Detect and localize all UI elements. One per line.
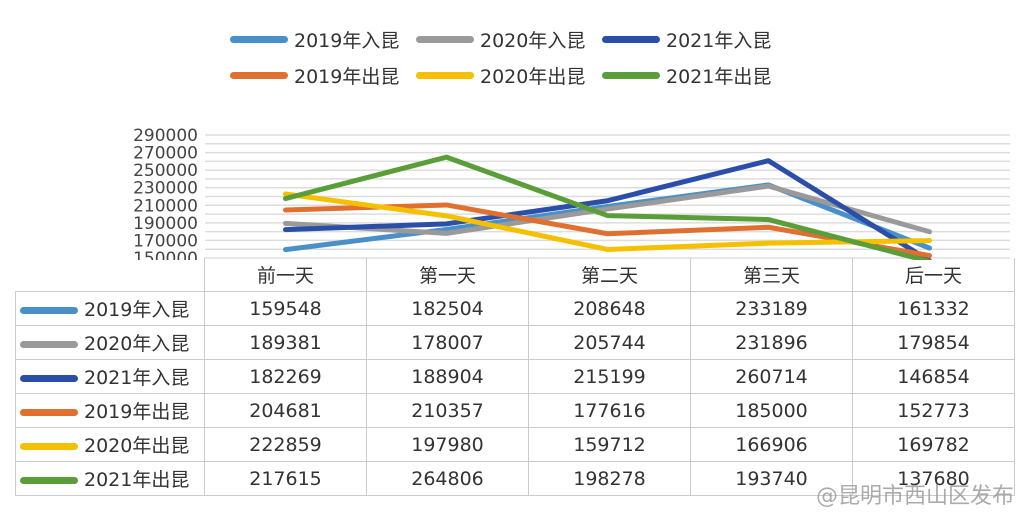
series-name: 2021年出昆 bbox=[84, 469, 190, 491]
table-row: 2021年入昆 182269 188904 215199 260714 146854 bbox=[15, 359, 1015, 394]
data-cell: 189381 bbox=[204, 325, 367, 360]
row-header: 2019年入昆 bbox=[15, 291, 205, 326]
legend-swatch bbox=[602, 35, 660, 43]
series-name: 2019年出昆 bbox=[84, 401, 190, 423]
table-row: 2020年入昆 189381 178007 205744 231896 179854 bbox=[15, 325, 1015, 360]
data-cell: 233189 bbox=[690, 291, 853, 326]
data-cell: 169782 bbox=[852, 427, 1015, 462]
data-cell: 159548 bbox=[204, 291, 367, 326]
y-tick-label: 150000 bbox=[133, 249, 198, 260]
legend-item: 2019年出昆 bbox=[230, 62, 416, 88]
legend-swatch bbox=[416, 35, 474, 43]
data-cell: 152773 bbox=[852, 393, 1015, 428]
line-chart: 2900002700002500002300002100001900001700… bbox=[133, 126, 1010, 260]
series-name: 2020年出昆 bbox=[84, 435, 190, 457]
legend-swatch bbox=[602, 71, 660, 79]
legend-swatch bbox=[20, 477, 78, 484]
x-tick-label: 前一天 bbox=[204, 258, 367, 292]
data-cell: 204681 bbox=[204, 393, 367, 428]
data-cell: 161332 bbox=[852, 291, 1015, 326]
series-line bbox=[283, 191, 932, 252]
series-name: 2019年入昆 bbox=[84, 299, 190, 321]
legend-swatch bbox=[230, 35, 288, 43]
legend-swatch bbox=[20, 307, 78, 314]
y-tick-label: 170000 bbox=[133, 231, 198, 251]
y-tick-label: 270000 bbox=[133, 144, 198, 164]
data-cell: 205744 bbox=[528, 325, 691, 360]
legend-swatch bbox=[230, 71, 288, 79]
data-cell: 222859 bbox=[204, 427, 367, 462]
legend-label: 2021年入昆 bbox=[666, 29, 772, 52]
legend-label: 2020年出昆 bbox=[480, 65, 586, 88]
row-header: 2020年入昆 bbox=[15, 325, 205, 360]
legend-label: 2020年入昆 bbox=[480, 29, 586, 52]
legend-swatch bbox=[416, 71, 474, 79]
data-cell: 208648 bbox=[528, 291, 691, 326]
watermark: @昆明市西山区发布 bbox=[815, 484, 1014, 509]
data-cell: 264806 bbox=[366, 461, 529, 496]
legend-item: 2021年入昆 bbox=[602, 26, 788, 52]
table-row: 2019年出昆 204681 210357 177616 185000 152773 bbox=[15, 393, 1015, 428]
data-cell: 137680 bbox=[852, 461, 1015, 496]
legend-item: 2019年入昆 bbox=[230, 26, 416, 52]
legend-swatch bbox=[20, 375, 78, 382]
table-row: 2019年入昆 159548 182504 208648 233189 161332 bbox=[15, 291, 1015, 326]
data-cell: 179854 bbox=[852, 325, 1015, 360]
legend-swatch bbox=[20, 443, 78, 450]
table-header-row: 前一天 第一天 第二天 第三天 后一天 bbox=[15, 258, 1015, 292]
x-tick-label: 第三天 bbox=[690, 258, 853, 292]
corner-cell bbox=[15, 258, 205, 292]
data-cell: 185000 bbox=[690, 393, 853, 428]
data-cell: 182269 bbox=[204, 359, 367, 394]
x-tick-label: 后一天 bbox=[852, 258, 1015, 292]
legend-label: 2019年出昆 bbox=[294, 65, 400, 88]
series-name: 2020年入昆 bbox=[84, 333, 190, 355]
data-cell: 146854 bbox=[852, 359, 1015, 394]
row-header: 2020年出昆 bbox=[15, 427, 205, 462]
y-tick-label: 190000 bbox=[133, 214, 198, 234]
data-table: 前一天 第一天 第二天 第三天 后一天 2019年入昆 159548 182504 208648… bbox=[15, 258, 1015, 496]
x-tick-label: 第一天 bbox=[366, 258, 529, 292]
series-line bbox=[283, 158, 932, 260]
data-cell: 177616 bbox=[528, 393, 691, 428]
legend: 2019年入昆 2020年入昆 2021年入昆 2019年出昆 2020年出昆 2021年… bbox=[230, 26, 790, 88]
data-cell: 178007 bbox=[366, 325, 529, 360]
y-tick-label: 290000 bbox=[133, 126, 198, 146]
x-tick-label: 第二天 bbox=[528, 258, 691, 292]
data-cell: 217615 bbox=[204, 461, 367, 496]
y-tick-label: 250000 bbox=[133, 161, 198, 181]
data-cell: 210357 bbox=[366, 393, 529, 428]
data-cell: 198278 bbox=[528, 461, 691, 496]
row-header: 2019年出昆 bbox=[15, 393, 205, 428]
table-row: 2021年出昆 217615 264806 198278 193740 137680 bbox=[15, 461, 1015, 496]
y-tick-label: 210000 bbox=[133, 196, 198, 216]
data-cell: 197980 bbox=[366, 427, 529, 462]
legend-label: 2021年出昆 bbox=[666, 65, 772, 88]
data-cell: 260714 bbox=[690, 359, 853, 394]
data-cell: 159712 bbox=[528, 427, 691, 462]
row-header: 2021年出昆 bbox=[15, 461, 205, 496]
data-cell: 182504 bbox=[366, 291, 529, 326]
series-line bbox=[283, 154, 932, 260]
legend-label: 2019年入昆 bbox=[294, 29, 400, 52]
legend-swatch bbox=[20, 341, 78, 348]
legend-item: 2020年入昆 bbox=[416, 26, 602, 52]
data-cell: 193740 bbox=[690, 461, 853, 496]
y-tick-label: 230000 bbox=[133, 179, 198, 199]
legend-item: 2021年出昆 bbox=[602, 62, 788, 88]
data-cell: 231896 bbox=[690, 325, 853, 360]
series-line bbox=[283, 183, 932, 236]
legend-swatch bbox=[20, 409, 78, 416]
legend-item: 2020年出昆 bbox=[416, 62, 602, 88]
table-row: 2020年出昆 222859 197980 159712 166906 169782 bbox=[15, 427, 1015, 462]
data-cell: 215199 bbox=[528, 359, 691, 394]
data-cell: 188904 bbox=[366, 359, 529, 394]
series-name: 2021年入昆 bbox=[84, 367, 190, 389]
series-line bbox=[283, 182, 932, 253]
data-cell: 166906 bbox=[690, 427, 853, 462]
row-header: 2021年入昆 bbox=[15, 359, 205, 394]
